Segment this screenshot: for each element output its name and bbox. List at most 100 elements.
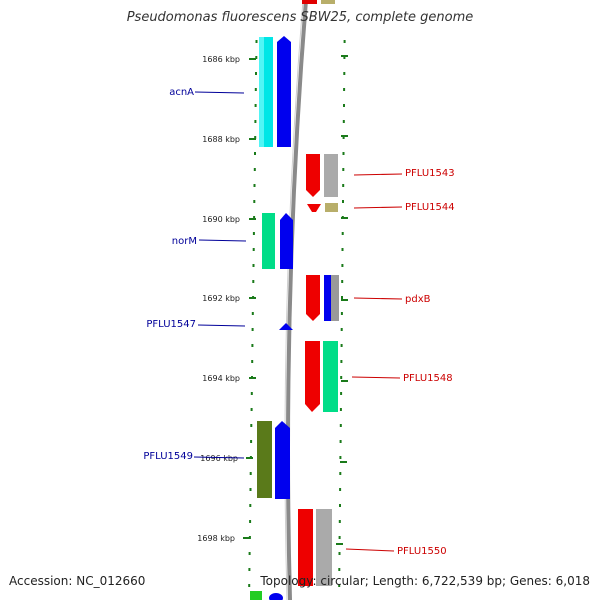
gene-feature-PFLU1548-cog[interactable] [323,341,338,412]
scale-dot [254,152,256,155]
scale-dot [254,120,257,123]
scale-tick-1690: 1690 kbp [202,215,256,224]
scale-tick-1686: 1686 kbp [202,55,256,64]
label-leader-PFLU1548 [351,376,401,379]
scale-dot [341,296,343,299]
scale-dot [342,136,345,139]
scale-dot [250,440,253,443]
scale-tick-1698: 1698 kbp [197,534,250,543]
scale-dot [252,280,255,283]
gene-feature-PFLU1544-cog[interactable] [325,203,338,212]
gene-label-acnA[interactable]: acnA [169,87,194,98]
scale-label: 1696 kbp [200,454,238,463]
scale-dot [343,72,346,75]
gene-feature-PFLU1549[interactable] [275,421,290,499]
scale-label: 1698 kbp [197,534,235,543]
scale-tick-1688: 1688 kbp [202,135,256,144]
topology-info: Topology: circular; Length: 6,722,539 bp… [260,574,590,588]
scale-dot [341,280,344,283]
scale-dot [249,520,252,523]
scale-dot [251,312,254,315]
scale-dot [340,312,343,315]
right-scale-track [338,40,346,587]
label-leader-pdxB [353,297,403,300]
scale-dot [249,472,252,475]
scale-dot [340,392,343,395]
scale-dot [338,552,341,555]
gene-feature-PFLU1550[interactable] [298,509,313,586]
gene-feature-norM[interactable] [280,213,293,269]
gene-feature-PFLU1549-cog[interactable] [257,421,272,498]
scale-dot [338,584,341,587]
gene-feature-PFLU1543-cog[interactable] [324,154,338,197]
gene-label-PFLU1544[interactable]: PFLU1544 [405,202,455,213]
gene-label-pdxB[interactable]: pdxB [405,294,431,305]
scale-dot [339,456,342,459]
gene-feature-PFLU1543[interactable] [306,154,320,197]
gene-feature-partial-top [321,0,335,4]
gene-label-PFLU1548[interactable]: PFLU1548 [403,373,453,384]
accession-info: Accession: NC_012660 [9,574,146,588]
gene-feature-pdxB-cog[interactable] [324,275,331,321]
scale-dot [253,184,256,187]
genome-backbone-highlight [284,0,304,600]
gene-feature-PFLU1544[interactable] [307,204,321,212]
scale-dot [248,552,251,555]
gene-label-PFLU1543[interactable]: PFLU1543 [405,168,455,179]
scale-dot [251,328,254,331]
gene-feature-PFLU1550-cog[interactable] [316,509,332,586]
gene-feature-pdxB[interactable] [306,275,320,321]
scale-dot [253,200,256,203]
scale-tick-1692: 1692 kbp [202,294,256,303]
scale-dot [343,56,346,59]
scale-dot [343,88,346,91]
scale-dot [255,56,258,59]
gene-label-PFLU1550[interactable]: PFLU1550 [397,546,447,557]
scale-dot [339,504,341,507]
label-leader-norM [198,239,247,242]
scale-dot [342,184,345,187]
scale-dot [250,392,253,395]
genome-backbone [286,0,308,600]
scale-label: 1686 kbp [202,55,240,64]
scale-dot [253,216,256,219]
scale-dot [339,408,342,411]
scale-label: 1694 kbp [202,374,240,383]
scale-dot [252,232,255,235]
scale-dot [249,504,252,507]
gene-feature-partial-bottom [250,591,262,600]
gene-feature-PFLU1547[interactable] [279,323,293,330]
gene-feature-acnA[interactable] [277,36,291,147]
scale-dot [251,360,254,363]
label-leader-acnA [194,91,245,94]
scale-dot [249,488,252,491]
gene-feature-pdxB-cog2[interactable] [331,275,339,321]
gene-label-PFLU1547[interactable]: PFLU1547 [146,319,196,330]
scale-dot [343,104,345,107]
scale-dot [252,264,255,267]
scale-dot [248,568,251,571]
gene-label-norM[interactable]: norM [172,236,197,247]
scale-dot [342,120,345,123]
scale-tick-1696: 1696 kbp [200,454,253,463]
gene-feature-partial-bottom [269,593,283,600]
scale-dot [255,72,257,75]
scale-dot [342,152,345,155]
label-leader-PFLU1547 [197,324,246,327]
gene-feature-PFLU1548[interactable] [305,341,320,412]
scale-dot [341,232,344,235]
scale-tick-1694: 1694 kbp [202,374,256,383]
scale-dot [339,424,342,427]
gene-feature-shade [259,37,264,147]
gene-label-PFLU1549[interactable]: PFLU1549 [143,451,193,462]
scale-dot [254,136,257,139]
scale-dot [343,40,346,43]
map-title: Pseudomonas fluorescens SBW25, complete … [126,10,474,25]
scale-dot [338,568,341,571]
scale-label: 1690 kbp [202,215,240,224]
scale-dot [251,344,254,347]
scale-dot [254,104,257,107]
scale-dot [253,168,256,171]
gene-feature-norM-cog[interactable] [262,213,275,269]
